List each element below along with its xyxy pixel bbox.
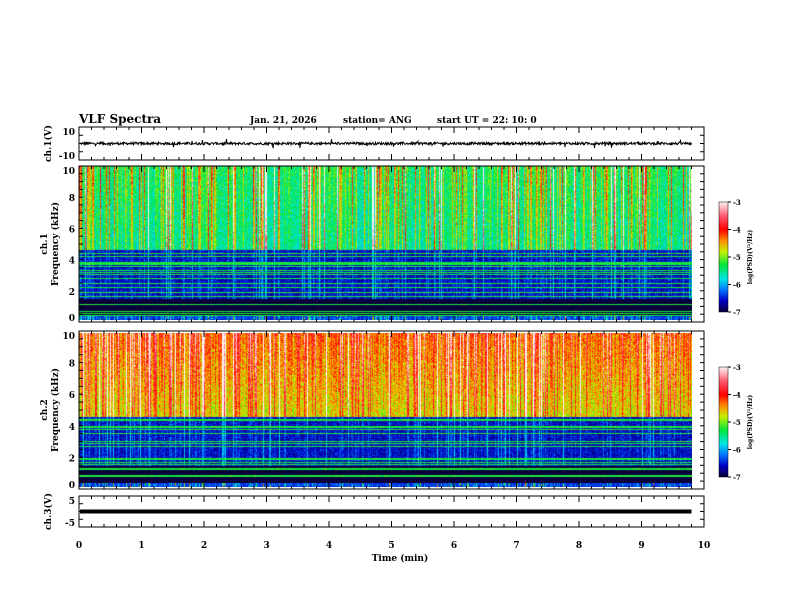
y-tick-label: 6 (69, 391, 75, 401)
ch1-colorbar (719, 202, 728, 312)
colorbar-frame (718, 366, 729, 478)
y-axis-label-channel: ch.2 (40, 399, 50, 420)
panel-frame-3 (78, 330, 705, 490)
colorbar-tick-label: -5 (733, 253, 741, 262)
y-tick-label: 8 (69, 194, 75, 204)
y-tick-label: 8 (69, 360, 75, 370)
colorbar-label: log(PSD)(V²/Hz) (747, 395, 754, 450)
colorbar-tick-label: -7 (733, 473, 741, 482)
ch2-colorbar (719, 367, 728, 477)
colorbar-tick-label: -5 (733, 418, 741, 427)
ch2-spectrogram-image (79, 333, 692, 487)
colorbar-tick-label: -6 (733, 281, 741, 290)
y-axis-label-frequency: Frequency (kHz) (50, 202, 61, 286)
y-axis-label: ch.1(V) (43, 125, 54, 162)
x-tick-label: 10 (698, 541, 711, 551)
y-axis-label: ch.3(V) (43, 493, 54, 530)
y-tick-label: 10 (62, 128, 75, 138)
y-tick-label: 6 (69, 225, 75, 235)
y-tick-label: 10 (62, 167, 75, 177)
colorbar-tick-label: -3 (733, 363, 741, 372)
y-tick-label: 2 (69, 454, 75, 464)
colorbar-tick-label: -3 (733, 198, 741, 207)
x-tick-label: 4 (326, 541, 332, 551)
x-tick-label: 8 (576, 541, 582, 551)
x-tick-label: 3 (263, 541, 269, 551)
colorbar-tick-label: -4 (733, 226, 741, 235)
colorbar-tick-label: -4 (733, 391, 741, 400)
ch1-waveform-line (79, 138, 692, 149)
x-tick-label: 6 (451, 541, 457, 551)
x-tick-label: 2 (201, 541, 207, 551)
colorbar-tick-label: -7 (733, 308, 741, 317)
x-tick-label: 7 (513, 541, 519, 551)
x-tick-label: 0 (76, 541, 82, 551)
colorbar-frame (718, 201, 729, 313)
start-time-label: start UT = 22: 10: 0 (437, 116, 537, 126)
x-axis-label: Time (min) (372, 553, 429, 564)
colorbar-label: log(PSD)(V²/Hz) (747, 230, 754, 285)
x-tick-label: 1 (138, 541, 144, 551)
ch1-spectrogram-image (79, 166, 692, 320)
y-tick-label: -5 (65, 519, 75, 529)
y-tick-label: 5 (69, 497, 75, 507)
y-axis-label-frequency: Frequency (kHz) (50, 368, 61, 452)
date-label: Jan. 21, 2026 (249, 116, 317, 126)
y-tick-label: 10 (62, 332, 75, 342)
x-tick-label: 9 (638, 541, 644, 551)
x-tick-label: 5 (388, 541, 394, 551)
y-tick-label: 0 (69, 314, 75, 324)
y-tick-label: 4 (69, 423, 75, 433)
y-tick-label: 2 (69, 288, 75, 298)
y-tick-label: 4 (69, 257, 75, 267)
y-tick-label: -10 (59, 152, 75, 162)
plot-title: VLF Spectra (78, 112, 161, 126)
y-tick-label: 0 (69, 481, 75, 491)
panel-frame-2 (78, 165, 705, 323)
station-label: station= ANG (343, 116, 412, 126)
colorbar-tick-label: -6 (733, 446, 741, 455)
y-axis-label-channel: ch.1 (40, 233, 50, 254)
